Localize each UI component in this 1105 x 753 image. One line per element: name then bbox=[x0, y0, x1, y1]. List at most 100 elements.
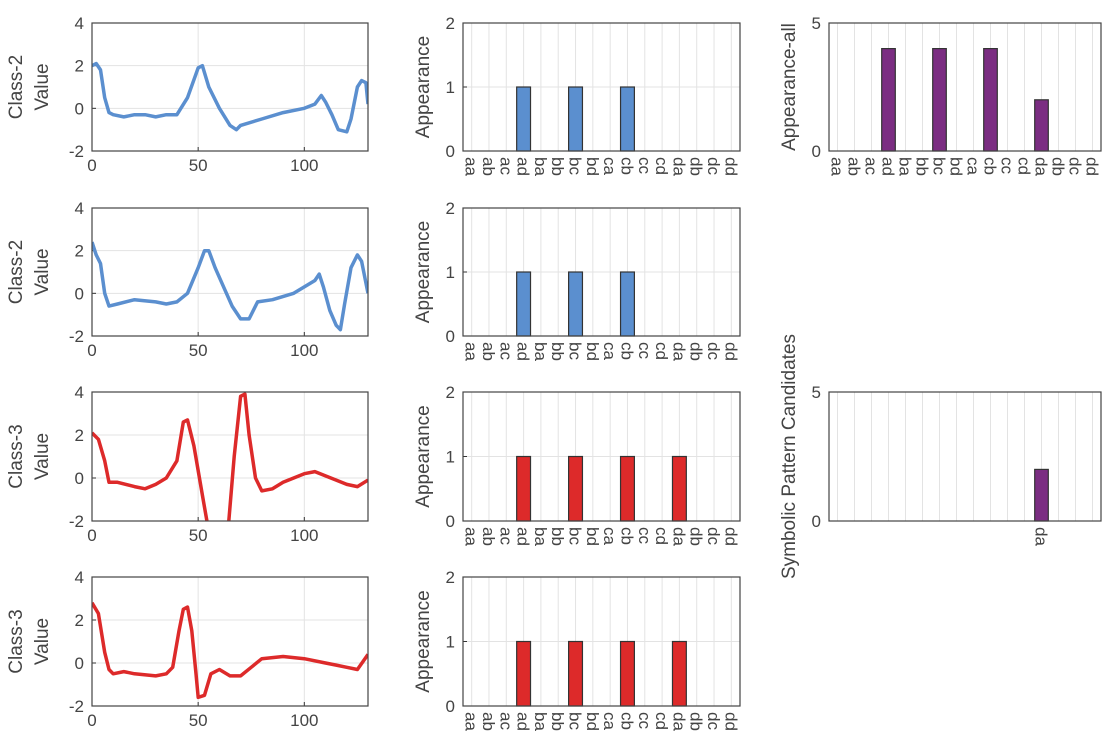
y-tick-label: 1 bbox=[446, 263, 455, 282]
y-tick-label: -2 bbox=[69, 697, 84, 716]
data-line bbox=[92, 601, 368, 700]
x-tick-label: 50 bbox=[189, 156, 208, 175]
x-tick-label: cb bbox=[617, 712, 636, 730]
bar bbox=[619, 86, 635, 152]
y-tick-label: 2 bbox=[75, 242, 84, 261]
x-tick-label: 50 bbox=[189, 711, 208, 730]
bar bbox=[568, 86, 584, 152]
bar bbox=[983, 47, 998, 152]
x-tick-label: bd bbox=[583, 527, 602, 546]
x-tick-label: 50 bbox=[189, 526, 208, 545]
bar bbox=[516, 640, 532, 707]
x-tick-label: ac bbox=[496, 527, 515, 545]
y-tick-label: 5 bbox=[812, 383, 821, 402]
data-line bbox=[92, 61, 368, 134]
x-tick-label: cc bbox=[635, 712, 654, 730]
y-tick-label: 2 bbox=[446, 568, 455, 587]
x-tick-label: bb bbox=[548, 712, 567, 731]
plot-frame bbox=[462, 576, 741, 707]
x-tick-label: 100 bbox=[290, 156, 318, 175]
y-tick-label: 0 bbox=[812, 512, 821, 531]
x-tick-label: aa bbox=[462, 157, 481, 176]
x-tick-label: ba bbox=[531, 157, 550, 176]
x-tick-label: aa bbox=[462, 342, 481, 361]
x-tick-label: bc bbox=[566, 157, 585, 175]
x-tick-label: aa bbox=[462, 527, 481, 546]
x-tick-label: ab bbox=[479, 712, 498, 731]
y-tick-label: 0 bbox=[446, 697, 455, 716]
x-tick-label: dd bbox=[721, 712, 740, 731]
bar bbox=[516, 86, 532, 152]
x-tick-label: cc bbox=[635, 342, 654, 360]
y-tick-label: 2 bbox=[75, 57, 84, 76]
plot-frame bbox=[828, 391, 1102, 522]
y-axis-label: Value bbox=[32, 433, 53, 480]
y-tick-label: 2 bbox=[446, 14, 455, 33]
y-axis-label: Class-2 bbox=[6, 240, 27, 304]
x-tick-label: cd bbox=[652, 157, 671, 175]
y-tick-label: 1 bbox=[446, 633, 455, 652]
x-tick-label: da bbox=[1032, 527, 1051, 546]
data-line bbox=[92, 241, 368, 332]
data-line bbox=[92, 392, 368, 521]
x-tick-label: cd bbox=[1015, 157, 1034, 175]
x-tick-label: 0 bbox=[87, 341, 96, 360]
bar bbox=[1034, 99, 1049, 152]
x-tick-label: bb bbox=[548, 527, 567, 546]
x-tick-label: bb bbox=[548, 157, 567, 176]
x-tick-label: da bbox=[669, 712, 688, 731]
bar bbox=[516, 455, 532, 522]
x-tick-label: 100 bbox=[290, 526, 318, 545]
x-tick-label: cb bbox=[981, 157, 1000, 175]
x-tick-label: bc bbox=[566, 712, 585, 730]
x-tick-label: ba bbox=[531, 527, 550, 546]
plot-frame bbox=[462, 391, 741, 522]
x-tick-label: bb bbox=[913, 157, 932, 176]
y-tick-label: 0 bbox=[75, 469, 84, 488]
x-tick-label: dd bbox=[1083, 157, 1102, 176]
y-tick-label: -2 bbox=[69, 142, 84, 161]
x-tick-label: ac bbox=[496, 712, 515, 730]
bar bbox=[619, 455, 635, 522]
x-tick-label: dc bbox=[704, 712, 723, 730]
y-axis-label: Class-2 bbox=[6, 55, 27, 119]
plot-frame bbox=[462, 207, 741, 337]
subplot: 0 5 Symbolic Pattern Candidates da bbox=[779, 334, 1102, 579]
y-tick-label: 2 bbox=[446, 199, 455, 218]
plot-frame bbox=[828, 22, 1102, 152]
x-tick-label: db bbox=[687, 157, 706, 176]
y-axis-label: Class-3 bbox=[6, 609, 27, 673]
y-axis-label: Value bbox=[32, 618, 53, 665]
x-tick-label: bc bbox=[566, 342, 585, 360]
x-tick-label: db bbox=[687, 342, 706, 361]
x-tick-label: db bbox=[687, 527, 706, 546]
x-tick-label: dc bbox=[704, 527, 723, 545]
y-tick-label: 1 bbox=[446, 448, 455, 467]
x-tick-label: aa bbox=[828, 157, 847, 176]
y-tick-label: 0 bbox=[812, 142, 821, 161]
plot-frame bbox=[91, 22, 369, 152]
y-tick-label: 0 bbox=[446, 142, 455, 161]
x-tick-label: ad bbox=[514, 157, 533, 176]
bar bbox=[568, 455, 584, 522]
y-axis-label: Appearance-all bbox=[779, 23, 800, 151]
x-tick-label: ac bbox=[496, 342, 515, 360]
x-tick-label: bd bbox=[583, 712, 602, 731]
y-tick-label: -2 bbox=[69, 327, 84, 346]
x-tick-label: cc bbox=[635, 527, 654, 545]
x-tick-label: dd bbox=[721, 157, 740, 176]
x-tick-label: ad bbox=[514, 712, 533, 731]
y-tick-label: 0 bbox=[75, 284, 84, 303]
y-axis-label: Appearance bbox=[413, 221, 434, 323]
x-tick-label: ca bbox=[600, 157, 619, 176]
x-tick-label: cc bbox=[635, 157, 654, 175]
x-tick-label: da bbox=[1032, 157, 1051, 176]
plot-frame bbox=[91, 207, 369, 337]
x-tick-label: bc bbox=[930, 157, 949, 175]
y-tick-label: 5 bbox=[812, 14, 821, 33]
x-tick-label: bd bbox=[583, 342, 602, 361]
x-tick-label: ac bbox=[862, 157, 881, 175]
y-tick-label: 4 bbox=[75, 383, 84, 402]
